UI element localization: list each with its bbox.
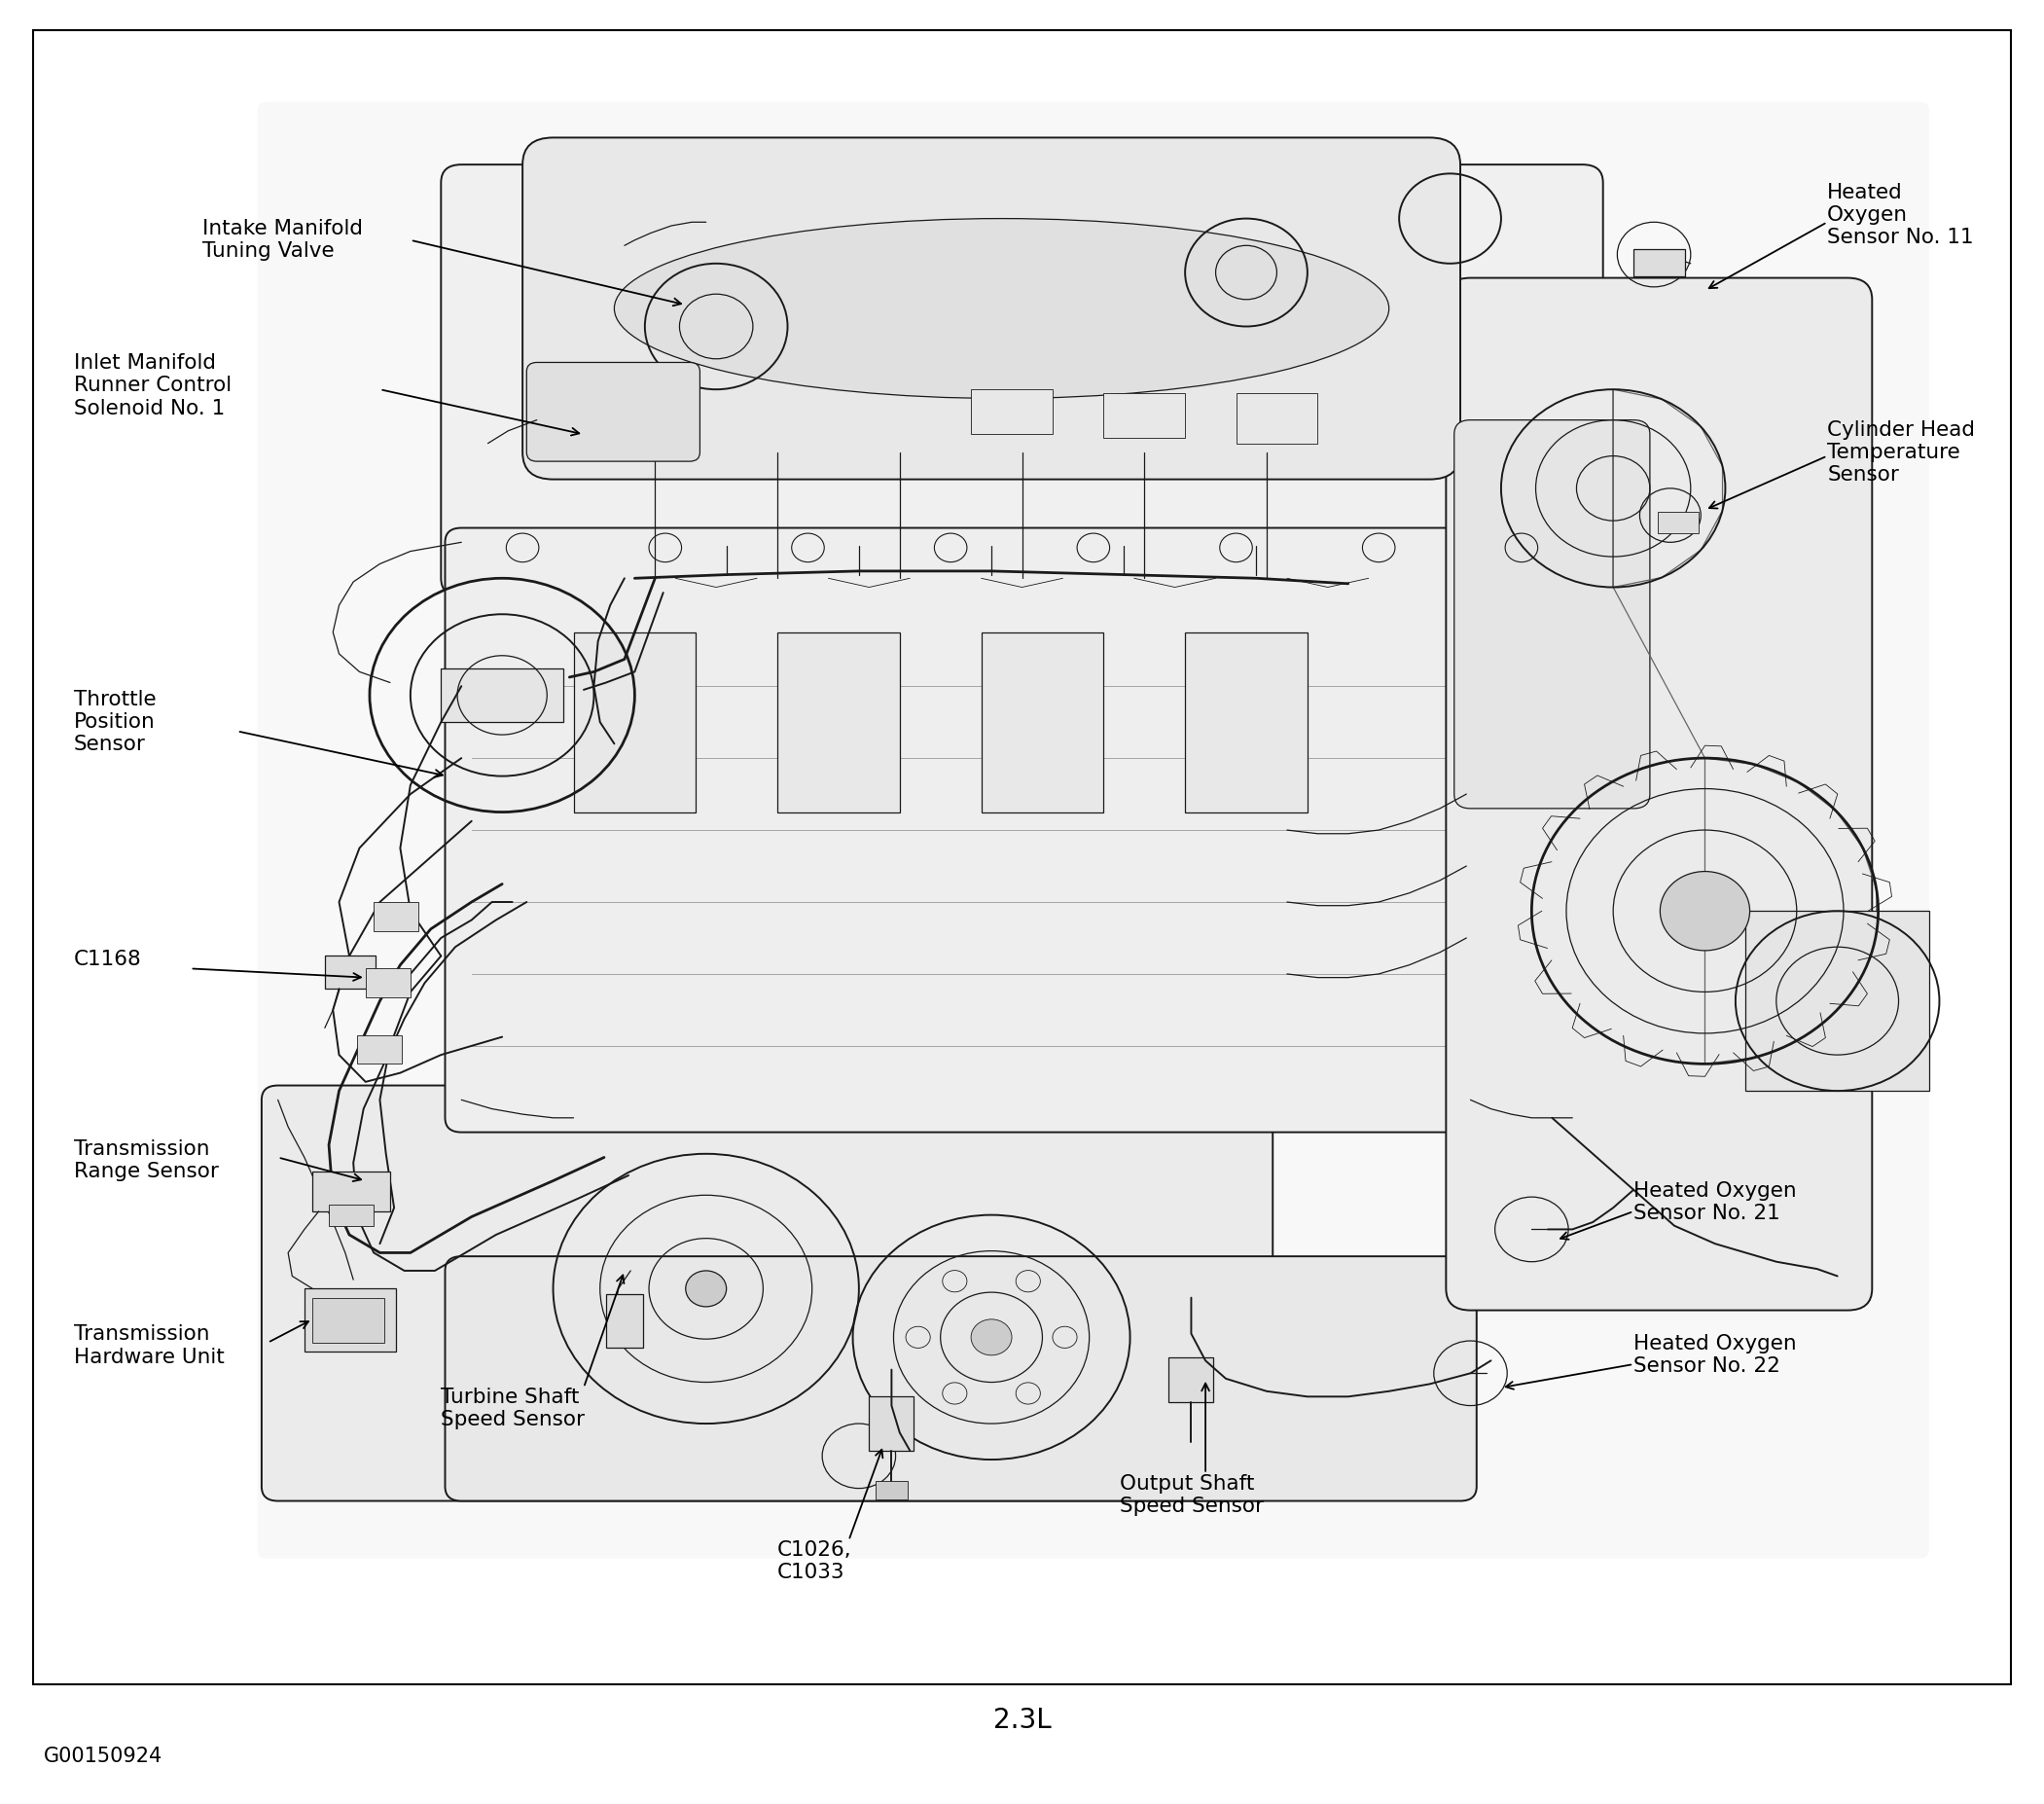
Text: Transmission
Range Sensor: Transmission Range Sensor <box>74 1140 219 1182</box>
Text: Transmission
Hardware Unit: Transmission Hardware Unit <box>74 1324 225 1367</box>
Text: Cylinder Head
Temperature
Sensor: Cylinder Head Temperature Sensor <box>1827 420 1975 485</box>
Text: Heated Oxygen
Sensor No. 21: Heated Oxygen Sensor No. 21 <box>1633 1182 1797 1223</box>
Bar <box>1104 393 1186 438</box>
FancyBboxPatch shape <box>1453 420 1650 808</box>
Text: Heated Oxygen
Sensor No. 22: Heated Oxygen Sensor No. 22 <box>1633 1333 1797 1376</box>
Text: Inlet Manifold
Runner Control
Solenoid No. 1: Inlet Manifold Runner Control Solenoid N… <box>74 354 231 419</box>
Text: G00150924: G00150924 <box>43 1746 161 1766</box>
Bar <box>1186 631 1308 812</box>
Bar <box>574 631 695 812</box>
Text: Turbine Shaft
Speed Sensor: Turbine Shaft Speed Sensor <box>442 1387 585 1429</box>
Bar <box>875 1481 908 1499</box>
FancyBboxPatch shape <box>442 164 1602 597</box>
Text: Heated
Oxygen
Sensor No. 11: Heated Oxygen Sensor No. 11 <box>1827 182 1975 247</box>
Bar <box>358 1035 403 1064</box>
FancyBboxPatch shape <box>446 1256 1476 1501</box>
Circle shape <box>971 1319 1012 1355</box>
Bar <box>374 902 419 931</box>
Bar <box>1633 249 1684 276</box>
FancyBboxPatch shape <box>446 529 1598 1133</box>
Bar <box>305 1288 397 1351</box>
FancyBboxPatch shape <box>1445 278 1872 1310</box>
Bar <box>1169 1357 1214 1402</box>
Text: Intake Manifold
Tuning Valve: Intake Manifold Tuning Valve <box>202 218 364 260</box>
Ellipse shape <box>615 218 1390 399</box>
Bar <box>777 631 899 812</box>
FancyBboxPatch shape <box>523 137 1459 480</box>
Bar <box>1237 393 1318 444</box>
Text: 2.3L: 2.3L <box>993 1707 1051 1734</box>
Bar <box>313 1173 390 1210</box>
Text: C1168: C1168 <box>74 951 141 969</box>
FancyBboxPatch shape <box>258 101 1930 1559</box>
FancyBboxPatch shape <box>262 1086 1273 1501</box>
Bar <box>325 956 376 989</box>
Bar <box>869 1396 914 1450</box>
Bar <box>607 1293 642 1348</box>
FancyBboxPatch shape <box>527 363 699 462</box>
Text: Throttle
Position
Sensor: Throttle Position Sensor <box>74 689 157 754</box>
Bar <box>1746 911 1930 1091</box>
Text: C1026,
C1033: C1026, C1033 <box>777 1541 852 1582</box>
Bar <box>329 1203 374 1225</box>
Circle shape <box>685 1270 726 1306</box>
Bar <box>971 390 1053 435</box>
Text: Output Shaft
Speed Sensor: Output Shaft Speed Sensor <box>1120 1474 1263 1515</box>
Bar <box>981 631 1104 812</box>
Circle shape <box>1660 871 1750 951</box>
Bar <box>366 969 411 998</box>
Bar <box>442 667 564 722</box>
Bar <box>313 1297 384 1342</box>
Bar <box>1658 512 1699 534</box>
